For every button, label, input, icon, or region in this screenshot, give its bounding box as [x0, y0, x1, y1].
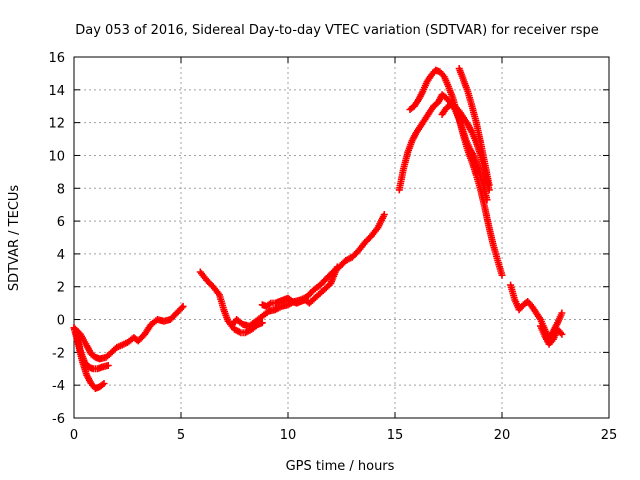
- data-point: [266, 300, 273, 308]
- chart-title: Day 053 of 2016, Sidereal Day-to-day VTE…: [75, 23, 599, 38]
- y-tick-label: -4: [52, 379, 65, 394]
- series-early-mid: [72, 329, 112, 373]
- x-tick-label: 0: [70, 428, 78, 443]
- y-axis-label: SDTVAR / TECUs: [7, 185, 22, 292]
- x-axis-label: GPS time / hours: [286, 459, 395, 474]
- y-tick-label: 10: [48, 149, 65, 164]
- data-point: [558, 309, 566, 317]
- series-segment-2c: [258, 263, 341, 310]
- data-point: [333, 263, 341, 271]
- data-point: [498, 271, 506, 279]
- data-point: [258, 319, 266, 327]
- data-point: [104, 362, 112, 369]
- plot-frame: [73, 56, 610, 419]
- y-tick-label: -6: [52, 412, 65, 427]
- y-tick-label: -2: [52, 346, 65, 361]
- data-point: [100, 380, 108, 387]
- y-tick-label: 8: [57, 182, 65, 197]
- data-point: [99, 381, 106, 389]
- x-tick-label: 25: [601, 428, 618, 443]
- grid-lines: [74, 57, 609, 418]
- y-tick-label: 4: [57, 248, 65, 263]
- data-point: [380, 211, 388, 218]
- data-point: [485, 181, 493, 189]
- x-tick-label: 20: [494, 428, 511, 443]
- x-tick-label: 10: [280, 428, 297, 443]
- series-rise-1: [70, 302, 187, 363]
- data-points: [70, 65, 566, 392]
- y-tick-label: 14: [48, 84, 65, 99]
- series-tail-lower: [537, 322, 566, 348]
- y-tick-label: 2: [57, 281, 65, 296]
- data-point: [483, 196, 491, 204]
- y-tick-label: 6: [57, 215, 65, 230]
- x-tick-label: 15: [387, 428, 404, 443]
- series-segment-2b: [228, 211, 388, 330]
- data-point: [558, 330, 566, 338]
- series-peak-right: [455, 65, 493, 189]
- tick-labels: 0 5 10 15 20 25 -6 -4 -2 0 2 4 6 8 10 12 14 16: [48, 51, 617, 443]
- series-segment-2: [196, 268, 266, 337]
- y-tick-label: 0: [57, 314, 65, 329]
- x-tick-label: 5: [177, 428, 185, 443]
- data-point: [178, 304, 186, 312]
- axis-ticks: [73, 56, 610, 419]
- series-peak-upper: [406, 66, 491, 204]
- y-tick-label: 16: [48, 51, 65, 66]
- y-tick-label: 12: [48, 117, 65, 132]
- data-point: [179, 302, 187, 310]
